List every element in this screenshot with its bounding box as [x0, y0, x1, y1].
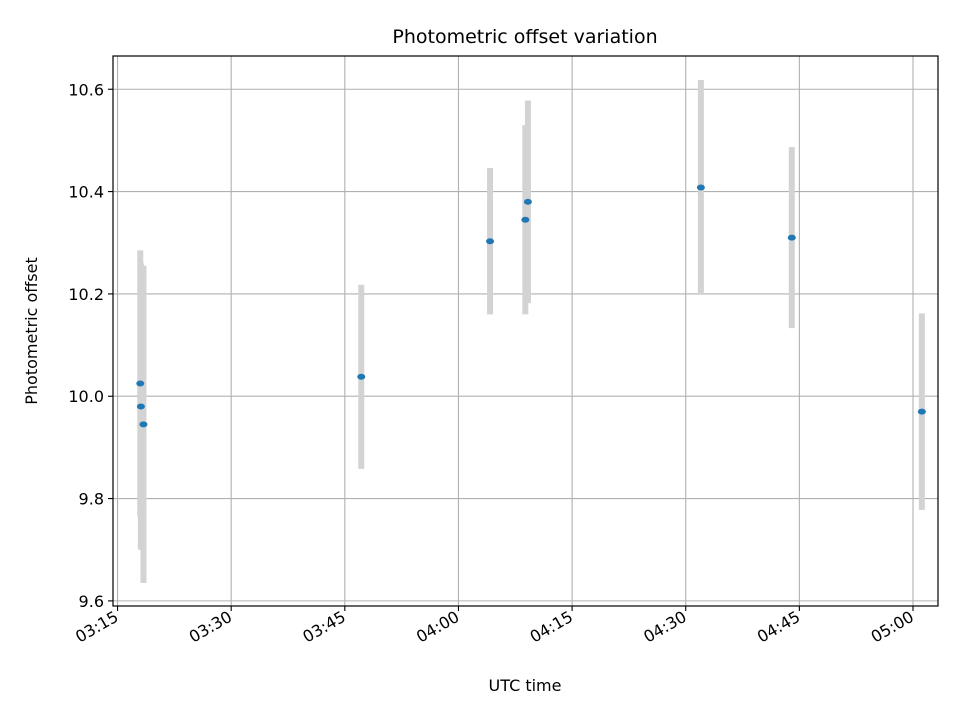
y-tick-label: 10.0: [68, 387, 104, 406]
data-point: [917, 408, 926, 415]
data-point: [486, 238, 495, 245]
y-tick-label: 10.4: [68, 183, 104, 202]
data-point: [139, 421, 148, 428]
grid: [113, 56, 938, 606]
data-point: [357, 373, 366, 380]
y-tick-label: 10.6: [68, 80, 104, 99]
data-point: [136, 403, 145, 410]
y-axis-label: Photometric offset: [22, 257, 41, 405]
chart-title: Photometric offset variation: [392, 26, 657, 48]
data-point: [521, 216, 530, 223]
plot-frame: [112, 55, 939, 607]
data-points: [136, 184, 926, 428]
x-axis-label: UTC time: [489, 676, 562, 695]
data-point: [696, 184, 705, 191]
y-tick-label: 9.8: [79, 490, 104, 509]
data-point: [523, 198, 532, 205]
y-tick-label: 9.6: [79, 592, 104, 611]
data-point: [136, 380, 145, 387]
y-tick-label: 10.2: [68, 285, 104, 304]
data-point: [787, 234, 796, 241]
y-axis-ticks: 9.6 9.8 10.0 10.2 10.4 10.6: [68, 80, 113, 611]
